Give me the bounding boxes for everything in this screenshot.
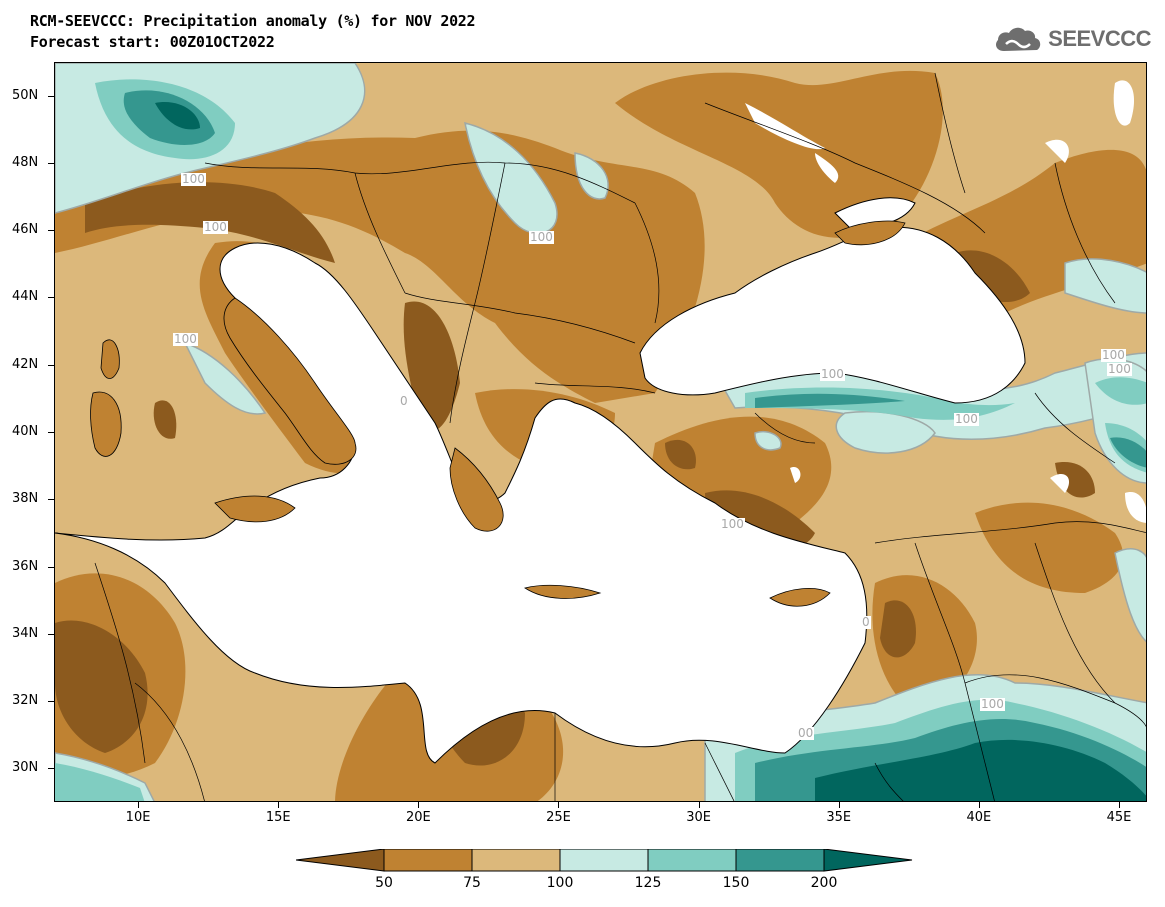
longitude-tick: [838, 802, 840, 808]
longitude-label: 25E: [546, 810, 571, 825]
contour-label: 0: [861, 615, 871, 629]
colorbar-segment-1: [383, 849, 473, 872]
latitude-label: 34N: [12, 625, 39, 641]
sicily: [214, 495, 296, 523]
latitude-label: 32N: [12, 693, 39, 709]
colorbar-segment-5: [735, 849, 825, 872]
greece-peninsula: [449, 447, 504, 532]
colorbar-segment-above-200: [823, 849, 913, 872]
anomaly-above-200-regions: [155, 102, 1146, 801]
contour-label: 100: [173, 332, 198, 346]
forecast-start-subtitle: Forecast start: 00Z01OCT2022: [30, 33, 275, 51]
black-sea: [639, 226, 1026, 404]
colorbar-label: 150: [722, 875, 750, 891]
latitude-tick: [48, 432, 54, 433]
islands: [90, 220, 906, 607]
colorbar-label: 100: [546, 875, 574, 891]
contour-label: 100: [820, 367, 845, 381]
longitude-label: 20E: [405, 810, 431, 825]
longitude-label: 45E: [1106, 810, 1132, 825]
longitude-tick: [138, 802, 140, 808]
latitude-label: 48N: [12, 154, 39, 170]
latitude-tick: [48, 297, 54, 299]
colorbar-segment-3: [559, 849, 649, 872]
colorbar-label: 200: [810, 875, 838, 891]
latitude-label: 44N: [12, 289, 39, 305]
contour-label: 100: [1107, 362, 1132, 376]
crete: [524, 584, 602, 599]
latitude-tick: [48, 364, 54, 366]
longitude-label: 15E: [265, 810, 291, 825]
seevccc-logo: SEEVCCC: [992, 22, 1151, 56]
longitude-label: 35E: [826, 810, 852, 825]
latitude-label: 46N: [12, 222, 39, 238]
contour-label: 100: [1101, 348, 1126, 362]
colorbar-label: 75: [463, 875, 481, 891]
crimea: [834, 220, 906, 246]
latitude-label: 40N: [12, 424, 39, 439]
contour-label: 100: [980, 697, 1005, 711]
latitude-label: 50N: [12, 87, 39, 103]
latitude-label: 36N: [12, 558, 39, 574]
longitude-label: 40E: [966, 810, 992, 825]
longitude-label: 10E: [125, 810, 151, 825]
contour-label: 100: [529, 230, 554, 244]
latitude-tick: [48, 95, 54, 97]
latitude-tick: [48, 162, 54, 164]
colorbar-label: 50: [375, 875, 393, 891]
colorbar-segment-below-50: [296, 849, 385, 872]
contour-label: 100: [720, 517, 745, 531]
longitude-tick: [978, 802, 980, 808]
contour-label: 100: [181, 172, 206, 186]
cloud-icon: [996, 27, 1041, 51]
latitude-tick: [48, 566, 54, 568]
latitude-tick: [48, 230, 54, 232]
latitude-label: 42N: [12, 356, 39, 372]
latitude-tick: [48, 633, 54, 635]
logo-text: SEEVCCC: [1048, 26, 1151, 51]
corsica: [100, 339, 120, 379]
longitude-tick: [1118, 802, 1120, 808]
anomaly-map-svg: [55, 63, 1146, 801]
latitude-label: 38N: [12, 491, 39, 507]
latitude-label: 30N: [12, 760, 39, 776]
colorbar-segment-2: [471, 849, 561, 872]
map-area: 100 100 100 100 100 100 100 100 100 100 …: [54, 62, 1147, 802]
longitude-label: 30E: [686, 810, 711, 825]
longitude-tick: [278, 802, 280, 808]
missing-data-patches: [745, 80, 1146, 523]
longitude-tick: [418, 802, 420, 808]
map-title: RCM-SEEVCCC: Precipitation anomaly (%) f…: [30, 12, 476, 30]
contour-label: 100: [203, 220, 228, 234]
italy-peninsula: [223, 297, 357, 465]
latitude-tick: [48, 701, 54, 703]
sardinia: [90, 391, 122, 457]
colorbar-segment-4: [647, 849, 737, 872]
country-borders: [94, 72, 1146, 801]
colorbar-label: 125: [634, 875, 662, 891]
longitude-tick: [698, 802, 700, 808]
longitude-tick: [558, 802, 560, 808]
latitude-tick: [48, 499, 54, 501]
latitude-tick: [48, 768, 54, 770]
contour-label: 100: [954, 412, 979, 426]
colorbar: [296, 849, 913, 872]
contour-label: 00: [797, 726, 815, 740]
cyprus: [769, 588, 831, 607]
contour-label: 0: [399, 394, 409, 408]
